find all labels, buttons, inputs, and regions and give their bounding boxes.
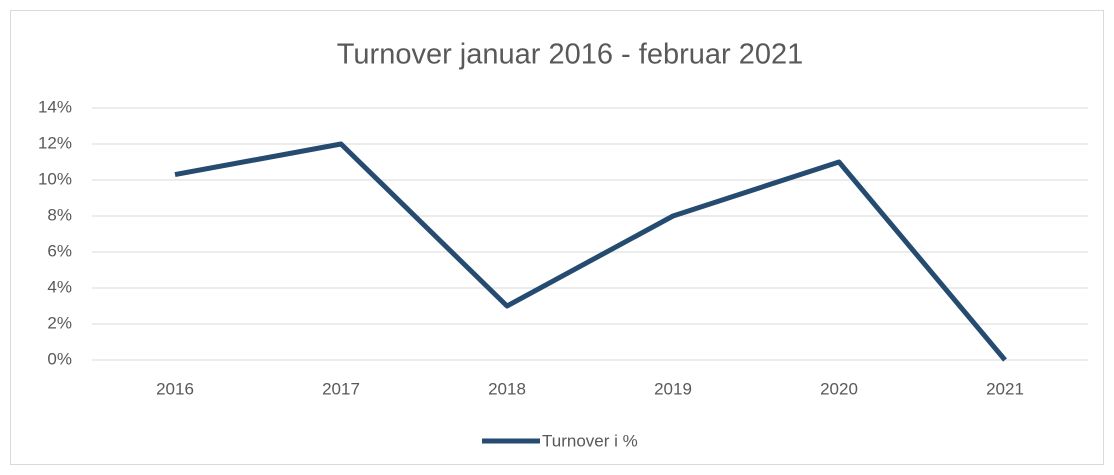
y-tick-label: 12% xyxy=(38,133,72,152)
x-tick-label: 2020 xyxy=(820,379,858,398)
y-tick-label: 14% xyxy=(38,97,72,116)
y-tick-label: 8% xyxy=(47,205,72,224)
chart-border xyxy=(10,10,1104,465)
y-tick-label: 4% xyxy=(47,277,72,296)
legend-label: Turnover i % xyxy=(542,431,638,450)
x-tick-label: 2019 xyxy=(654,379,692,398)
x-tick-label: 2018 xyxy=(488,379,526,398)
x-tick-label: 2016 xyxy=(156,379,194,398)
x-tick-label: 2017 xyxy=(322,379,360,398)
line-series xyxy=(174,141,1007,362)
y-tick-label: 0% xyxy=(47,349,72,368)
x-tick-label: 2021 xyxy=(986,379,1024,398)
chart-title: Turnover januar 2016 - februar 2021 xyxy=(337,39,803,71)
y-tick-label: 2% xyxy=(47,313,72,332)
y-tick-label: 6% xyxy=(47,241,72,260)
y-tick-label: 10% xyxy=(38,169,72,188)
